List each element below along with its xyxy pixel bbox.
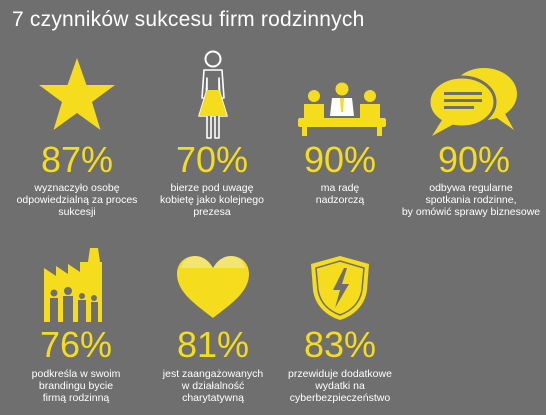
stat-caption: jest zaangażowanych w działalność charyt… <box>162 368 264 404</box>
stat-caption: wyznaczyło osobę odpowiedzialną za proce… <box>16 182 138 218</box>
security-shield-icon <box>311 256 369 320</box>
stat-percent: 81% <box>176 324 250 365</box>
heart-icon <box>177 256 249 318</box>
stat-caption: ma radę nadzorczą <box>315 182 365 206</box>
stat-percent: 70% <box>175 139 249 180</box>
woman-icon <box>198 50 228 139</box>
stat-percent: 76% <box>39 324 113 365</box>
family-factory-icon <box>44 248 102 322</box>
board-meeting-icon <box>298 82 386 136</box>
stat-percent: 90% <box>437 139 511 180</box>
speech-bubbles-icon <box>427 68 517 136</box>
stat-caption: podkreśla w swoim brandingu bycie firmą … <box>31 368 121 404</box>
page-title: 7 czynników sukcesu firm rodzinnych <box>12 8 365 31</box>
stat-caption: odbywa regularne spotkania rodzinne, by … <box>401 182 541 218</box>
stat-caption: przewiduje dodatkowe wydatki na cyberbez… <box>288 368 392 404</box>
stat-percent: 87% <box>40 139 114 180</box>
stat-caption: bierze pod uwagę kobietę jako kolejnego … <box>160 182 264 218</box>
stat-percent: 90% <box>303 139 377 180</box>
stat-percent: 83% <box>303 324 377 365</box>
star-icon <box>39 58 115 130</box>
